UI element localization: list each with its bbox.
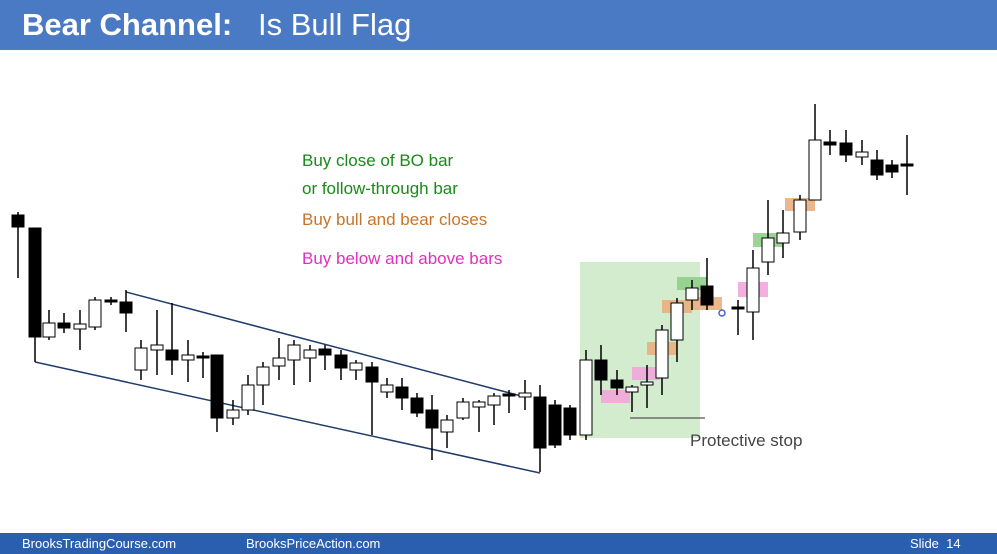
candle-body [640, 381, 654, 386]
candle-body [287, 344, 301, 361]
candle-body [579, 359, 593, 436]
annotation: Buy close of BO bar [302, 151, 454, 170]
candle-body [334, 354, 348, 369]
candle-body [548, 404, 562, 446]
annotation: Buy bull and bear closes [302, 210, 487, 229]
candle-body [226, 409, 240, 419]
annotation: Buy below and above bars [302, 249, 502, 268]
candle-body [73, 323, 87, 330]
candle-body [700, 285, 714, 306]
candle-body [610, 379, 624, 389]
candle-body [685, 287, 699, 301]
candle-body [272, 357, 286, 367]
candle-body [487, 395, 501, 406]
candle-body [518, 392, 532, 398]
candle-body [210, 354, 224, 419]
chart: Buy close of BO bar or follow-through ba… [11, 104, 914, 474]
candle-body [761, 237, 775, 263]
footer: BrooksTradingCourse.com BrooksPriceActio… [0, 533, 997, 554]
candle-body [181, 354, 195, 361]
annotation: or follow-through bar [302, 179, 458, 198]
candle-body [870, 159, 884, 176]
footer-center: BrooksPriceAction.com [246, 536, 381, 551]
candle-body [793, 199, 807, 233]
highlight-box [601, 390, 630, 403]
candle-body [746, 267, 760, 313]
channel-line [34, 361, 541, 474]
marker [718, 309, 726, 317]
candle-body [303, 349, 317, 359]
candle-body [57, 322, 71, 329]
candle-body [440, 419, 454, 433]
candle-body [900, 163, 914, 167]
candle-body [349, 362, 363, 371]
candle-body [655, 329, 669, 379]
candle-body [425, 409, 439, 429]
candle-body [731, 306, 745, 310]
candle-body [395, 386, 409, 399]
candle-body [318, 348, 332, 356]
candle-body [808, 139, 822, 201]
candle-body [855, 151, 869, 158]
candle-body [42, 322, 56, 338]
candle-body [823, 141, 837, 146]
candle-body [119, 301, 133, 314]
candle-body [241, 384, 255, 411]
candle-body [150, 344, 164, 351]
candle-body [625, 386, 639, 393]
candle-body [365, 366, 379, 383]
candle-body [410, 397, 424, 414]
highlight-zone [580, 262, 700, 438]
highlight-box [632, 367, 660, 380]
candle-body [502, 393, 516, 397]
title-rest: Is Bull Flag [258, 7, 412, 42]
annotation: Protective stop [690, 431, 802, 450]
candle-body [104, 299, 118, 303]
candle-body [533, 396, 547, 449]
candle-body [776, 232, 790, 244]
candle-body [256, 366, 270, 386]
candle-body [885, 164, 899, 173]
candle-body [380, 384, 394, 393]
candle-body [165, 349, 179, 361]
candle-body [134, 347, 148, 371]
candle-body [88, 299, 102, 328]
candle-body [594, 359, 608, 381]
candle-body [670, 302, 684, 341]
title-bold: Bear Channel: [22, 7, 233, 42]
channel-line [125, 291, 526, 398]
candle-body [839, 142, 853, 156]
candle-body [472, 401, 486, 408]
candle-body [11, 214, 25, 228]
candle-body [196, 355, 210, 359]
header: Bear Channel: Is Bull Flag [0, 0, 997, 50]
candle-body [456, 401, 470, 419]
candle-body [28, 227, 42, 338]
candle-body [563, 407, 577, 436]
footer-left: BrooksTradingCourse.com [22, 536, 177, 551]
slide-number: Slide 14 [910, 536, 961, 551]
